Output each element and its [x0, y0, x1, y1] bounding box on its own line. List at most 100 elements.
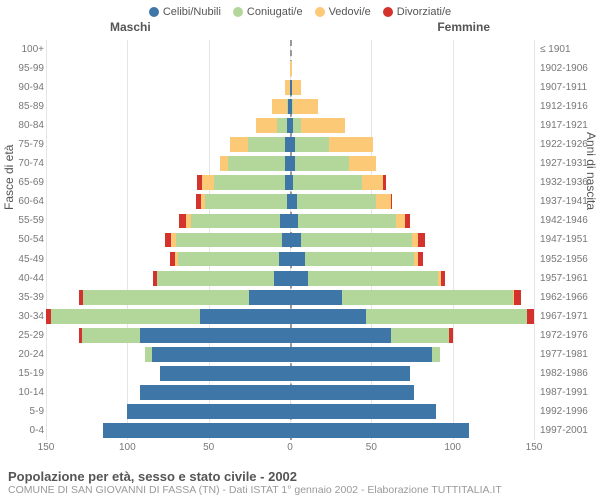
age-label: 15-19: [0, 364, 44, 383]
legend-label: Divorziati/e: [397, 6, 451, 18]
female-bar: [290, 61, 534, 76]
segment: [349, 156, 377, 171]
age-labels: 100+95-9990-9485-8980-8475-7970-7465-696…: [0, 40, 44, 440]
x-tick: 150: [526, 442, 543, 453]
segment: [342, 290, 513, 305]
segment: [295, 137, 329, 152]
segment: [396, 214, 406, 229]
female-bar: [290, 366, 534, 381]
segment: [127, 404, 290, 419]
segment: [298, 214, 396, 229]
population-pyramid-chart: Celibi/NubiliConiugati/eVedovi/eDivorzia…: [0, 0, 600, 500]
segment: [514, 290, 521, 305]
female-bar: [290, 156, 534, 171]
segment: [391, 194, 393, 209]
pyramid-row: [46, 192, 534, 211]
male-bar: [46, 252, 290, 267]
birth-label: 1912-1916: [540, 97, 600, 116]
birth-label: 1922-1926: [540, 135, 600, 154]
male-bar: [46, 290, 290, 305]
x-tick: 50: [366, 442, 377, 453]
birth-label: 1927-1931: [540, 154, 600, 173]
male-bar: [46, 271, 290, 286]
x-axis-ticks: 15010050050100150: [46, 442, 534, 456]
age-label: 0-4: [0, 421, 44, 440]
segment: [249, 290, 290, 305]
segment: [290, 233, 301, 248]
pyramid-row: [46, 154, 534, 173]
segment: [290, 214, 298, 229]
segment: [293, 118, 301, 133]
birth-label: 1982-1986: [540, 364, 600, 383]
segment: [290, 366, 410, 381]
segment: [272, 99, 287, 114]
female-header: Femmine: [437, 20, 490, 34]
pyramid-row: [46, 307, 534, 326]
grid-line: [534, 40, 535, 440]
pyramid-row: [46, 116, 534, 135]
birth-label: 1932-1936: [540, 173, 600, 192]
birth-label: 1992-1996: [540, 402, 600, 421]
pyramid-row: [46, 173, 534, 192]
segment: [301, 118, 345, 133]
legend-dot: [383, 7, 393, 17]
age-label: 75-79: [0, 135, 44, 154]
pyramid-row: [46, 421, 534, 440]
segment: [366, 309, 527, 324]
age-label: 95-99: [0, 59, 44, 78]
x-tick: 150: [38, 442, 55, 453]
age-label: 85-89: [0, 97, 44, 116]
birth-label: 1967-1971: [540, 307, 600, 326]
female-bar: [290, 252, 534, 267]
segment: [248, 137, 285, 152]
male-bar: [46, 423, 290, 438]
female-bar: [290, 423, 534, 438]
segment: [290, 404, 436, 419]
pyramid-row: [46, 97, 534, 116]
segment: [293, 175, 361, 190]
segment: [140, 328, 290, 343]
pyramid-row: [46, 364, 534, 383]
male-bar: [46, 99, 290, 114]
segment: [277, 118, 287, 133]
female-bar: [290, 214, 534, 229]
age-label: 90-94: [0, 78, 44, 97]
birth-label: 1902-1906: [540, 59, 600, 78]
segment: [449, 328, 452, 343]
male-bar: [46, 42, 290, 57]
age-label: 80-84: [0, 116, 44, 135]
male-bar: [46, 309, 290, 324]
segment: [205, 194, 286, 209]
male-bar: [46, 328, 290, 343]
male-bar: [46, 118, 290, 133]
birth-label: 1942-1946: [540, 211, 600, 230]
legend-dot: [149, 7, 159, 17]
chart-footer: Popolazione per età, sesso e stato civil…: [8, 469, 592, 496]
segment: [103, 423, 290, 438]
segment: [308, 271, 438, 286]
footer-title: Popolazione per età, sesso e stato civil…: [8, 469, 592, 484]
birth-label: 1937-1941: [540, 192, 600, 211]
legend-item: Celibi/Nubili: [149, 6, 221, 18]
pyramid-row: [46, 230, 534, 249]
segment: [83, 290, 249, 305]
female-bar: [290, 385, 534, 400]
plot-area: [46, 40, 534, 440]
male-bar: [46, 80, 290, 95]
age-label: 30-34: [0, 307, 44, 326]
segment: [329, 137, 373, 152]
female-bar: [290, 309, 534, 324]
segment: [391, 328, 450, 343]
age-label: 50-54: [0, 230, 44, 249]
segment: [295, 156, 349, 171]
segment: [82, 328, 141, 343]
age-label: 100+: [0, 40, 44, 59]
legend: Celibi/NubiliConiugati/eVedovi/eDivorzia…: [0, 0, 600, 20]
x-tick: 100: [444, 442, 461, 453]
age-label: 20-24: [0, 345, 44, 364]
segment: [214, 175, 286, 190]
legend-label: Coniugati/e: [247, 6, 303, 18]
pyramid-row: [46, 40, 534, 59]
segment: [256, 118, 277, 133]
segment: [160, 366, 290, 381]
